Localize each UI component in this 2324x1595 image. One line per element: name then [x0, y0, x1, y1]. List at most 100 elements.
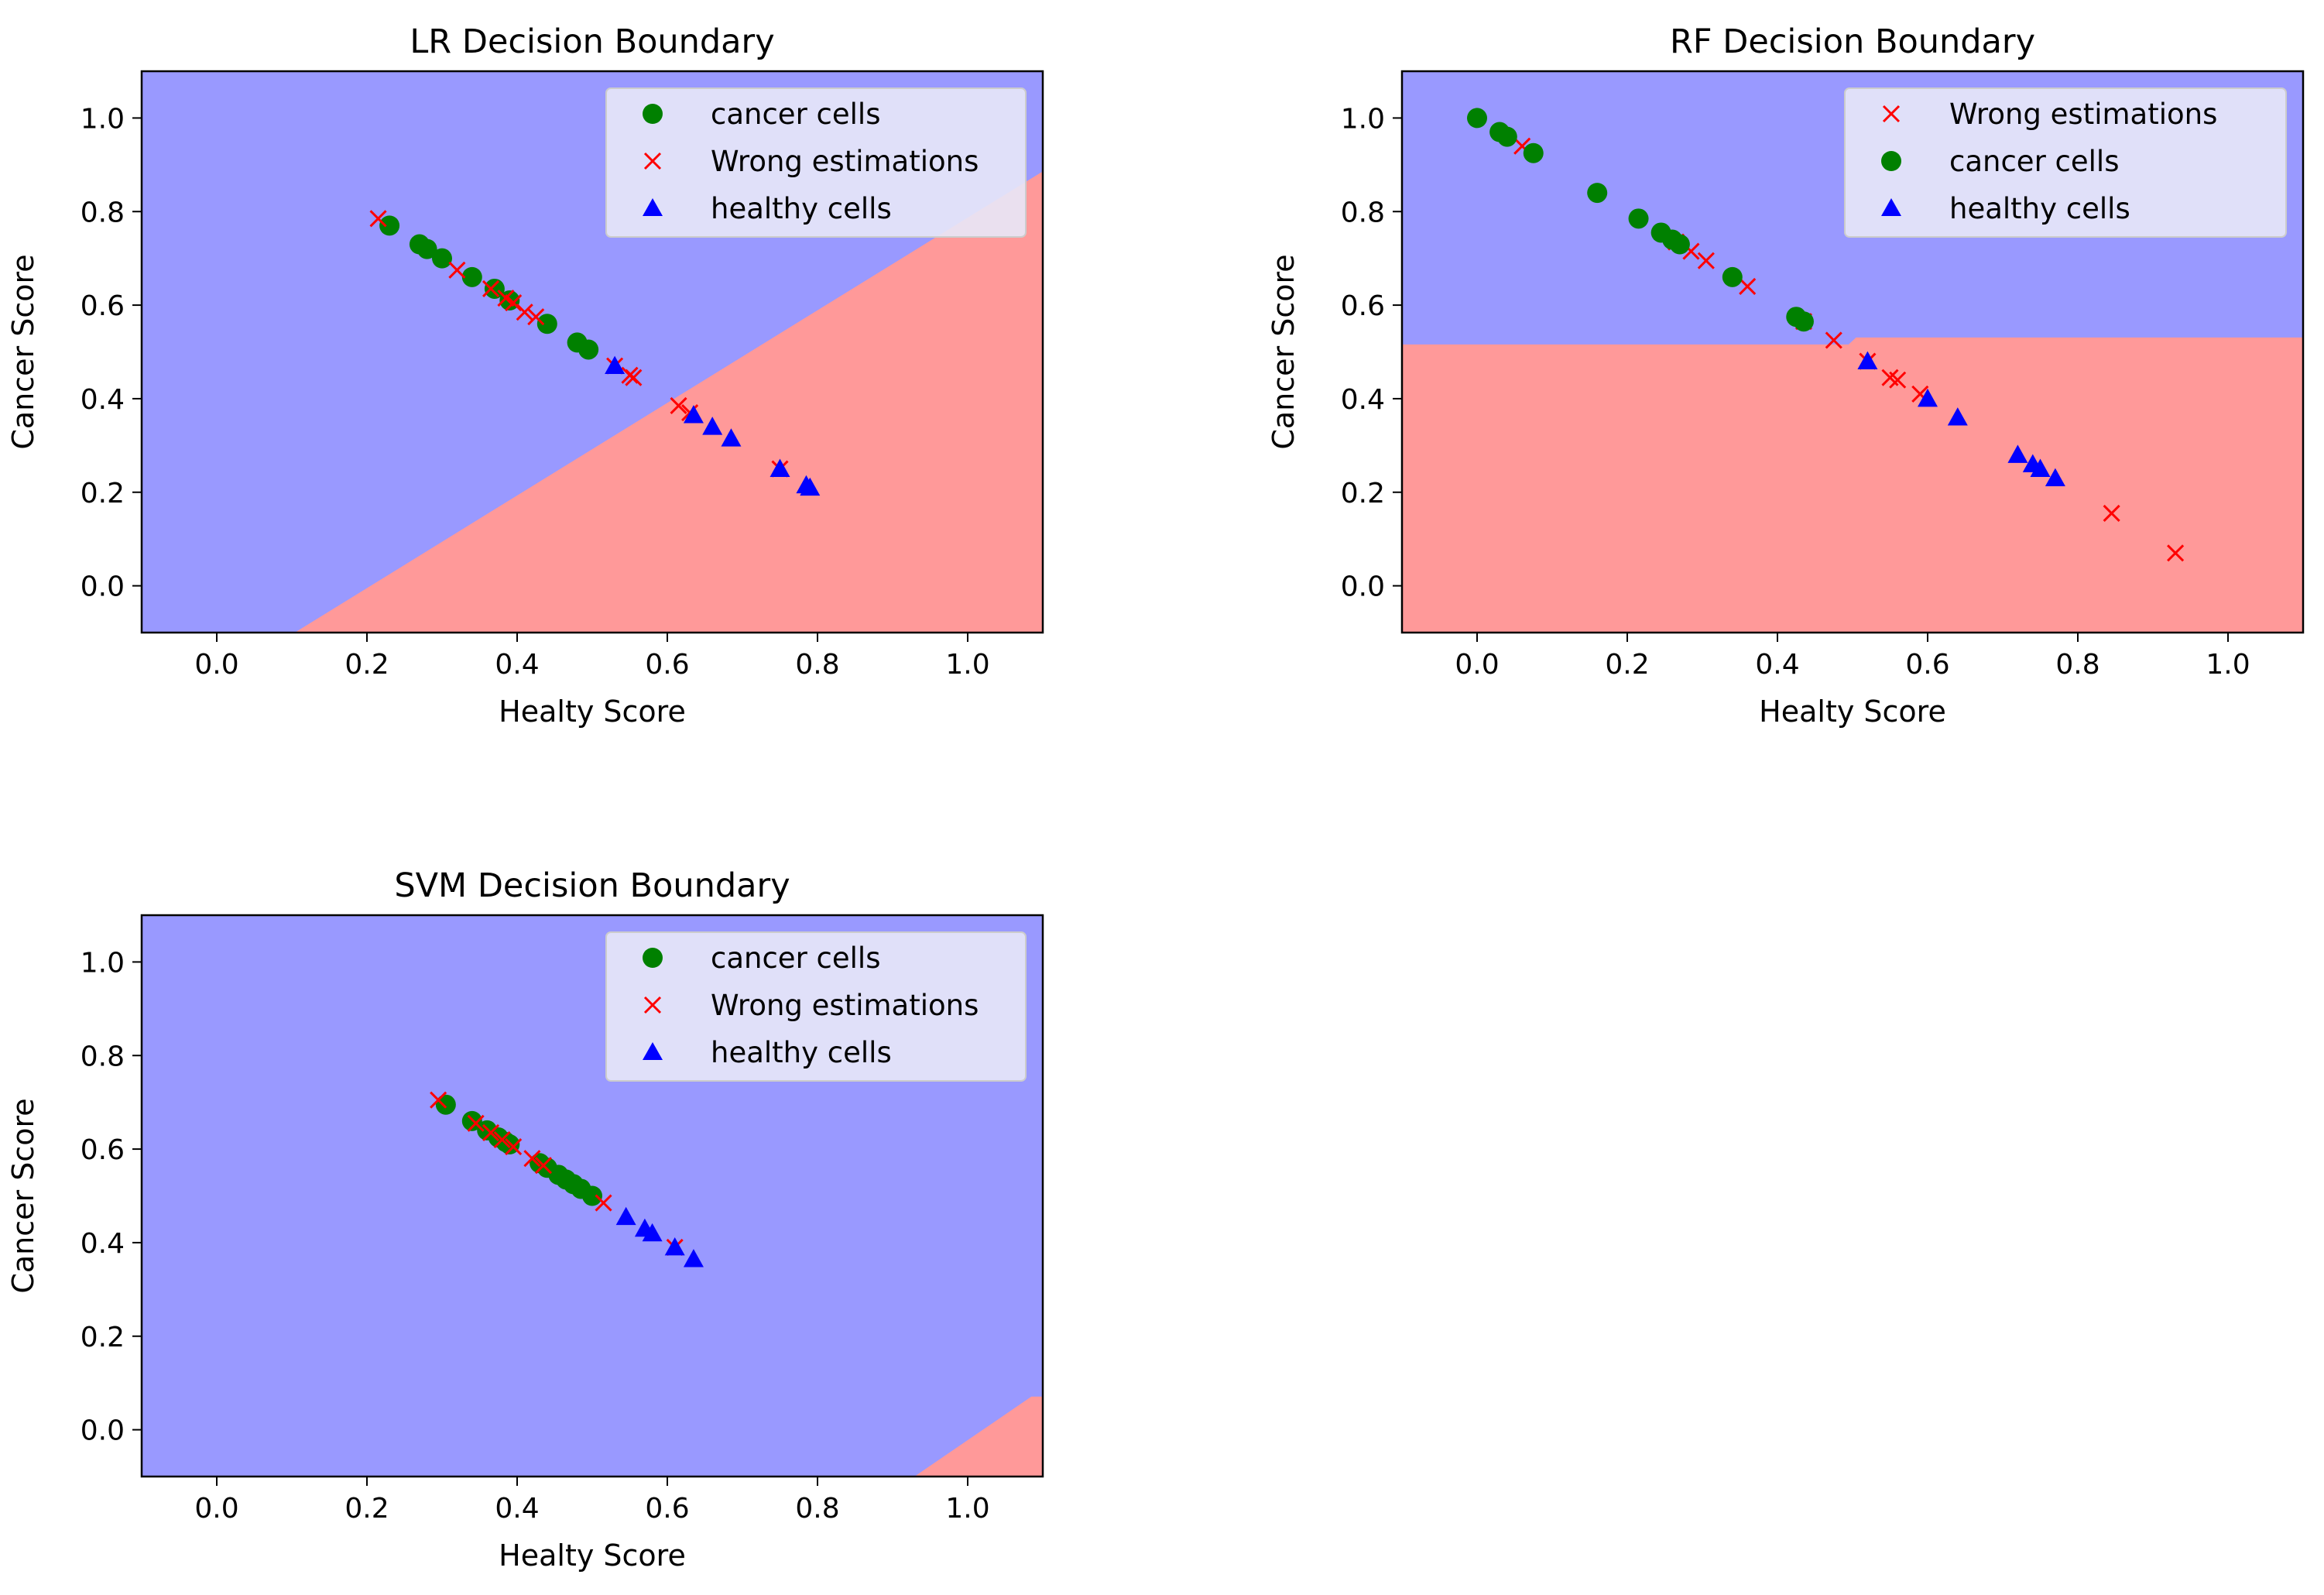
y-tick-label: 1.0: [81, 947, 125, 979]
y-axis-label: Cancer Score: [6, 1098, 40, 1293]
healthy-cell-point: [800, 477, 821, 496]
cancer-cell-point: [1793, 311, 1814, 332]
cancer-cell-point: [435, 1094, 456, 1115]
axes-frame: [1400, 70, 2305, 634]
y-tick-label: 0.2: [1341, 478, 1385, 509]
y-tick-label: 0.8: [81, 197, 125, 228]
cancer-cell-point: [1496, 126, 1517, 147]
wrong-estimation-point: [516, 304, 533, 321]
x-tick-label: 0.6: [1905, 649, 1949, 681]
legend-circle-marker: [1881, 151, 1901, 171]
y-tick-label: 0.0: [1341, 571, 1385, 603]
y-tick-label: 1.0: [81, 103, 125, 135]
y-tick-label: 0.0: [81, 1415, 125, 1447]
y-tick-label: 0.2: [81, 1322, 125, 1353]
x-tick-label: 0.0: [1455, 649, 1499, 681]
y-tick-label: 0.4: [81, 384, 125, 416]
wrong-estimation-point: [430, 1091, 447, 1109]
healthy-cell-point: [2007, 444, 2028, 463]
x-tick-label: 0.0: [194, 649, 238, 681]
x-axis-label: Healty Score: [499, 1538, 686, 1573]
wrong-estimation-point: [482, 1123, 500, 1142]
cancer-cell-point: [484, 278, 505, 299]
axes-frame: [140, 914, 1044, 1478]
healthy-cell-point: [642, 1223, 663, 1242]
cancer-cell-point: [416, 238, 437, 259]
chart-title: SVM Decision Boundary: [394, 866, 790, 905]
cancer-cell-point: [1587, 183, 1608, 204]
wrong-estimation-point: [448, 261, 466, 279]
x-tick-label: 0.2: [344, 649, 389, 681]
y-axis-label: Cancer Score: [6, 254, 40, 449]
wrong-estimation-point: [625, 369, 643, 386]
x-tick-label: 1.0: [2206, 649, 2250, 681]
legend-x-marker: [643, 152, 662, 170]
wrong-estimation-point: [527, 308, 545, 326]
wrong-estimation-point: [497, 289, 515, 307]
y-tick-label: 0.6: [81, 290, 125, 322]
cancer-cell-point: [379, 215, 400, 236]
wrong-estimation-point: [595, 1194, 612, 1212]
wrong-estimation-point: [505, 294, 523, 312]
wrong-estimation-point: [534, 1157, 553, 1175]
wrong-estimation-point: [467, 1114, 485, 1132]
legend-triangle-marker: [643, 1042, 663, 1060]
x-tick-label: 0.4: [495, 1493, 539, 1525]
y-tick-label: 0.6: [1341, 290, 1385, 322]
x-tick-label: 0.0: [194, 1493, 238, 1525]
healthy-cell-point: [1857, 351, 1878, 369]
cancer-cell-point: [582, 1185, 602, 1206]
wrong-estimation-point: [493, 1130, 511, 1149]
wrong-estimation-point: [2167, 544, 2185, 562]
y-tick-label: 0.4: [1341, 384, 1385, 416]
wrong-estimation-point: [670, 396, 687, 415]
legend-x-marker: [1882, 105, 1901, 123]
healthy-cell-point: [721, 428, 742, 447]
legend-label: Wrong estimations: [711, 145, 979, 178]
decision-region-red: [914, 1396, 1043, 1477]
cancer-cell-point: [461, 266, 482, 287]
healthy-cell-point: [702, 417, 723, 435]
x-tick-label: 0.6: [645, 649, 689, 681]
cancer-cell-point: [578, 339, 599, 360]
y-tick-label: 0.0: [81, 571, 125, 603]
x-axis-label: Healty Score: [1759, 695, 1946, 729]
chart-panel-0: 0.0 0.2 0.4 0.6 0.8 1.0 0.0 0.2 0.4 0.6 0.8 1.0 LR D…: [6, 22, 1044, 729]
wrong-estimation-point: [482, 280, 500, 297]
legend-circle-marker: [643, 948, 663, 968]
wrong-estimation-point: [1697, 252, 1715, 269]
wrong-estimation-point: [505, 1137, 523, 1156]
cancer-cell-point: [1523, 142, 1544, 163]
legend-label: Wrong estimations: [711, 989, 979, 1022]
wrong-estimation-point: [1739, 277, 1757, 295]
healthy-cell-point: [683, 1249, 704, 1267]
decision-region-red: [1402, 337, 2303, 633]
cancer-cell-point: [1669, 234, 1690, 255]
legend-label: healthy cells: [1949, 192, 2130, 225]
legend-label: Wrong estimations: [1949, 98, 2217, 131]
legend: Wrong estimations cancer cells healthy cel…: [1844, 87, 2287, 238]
x-tick-label: 0.2: [344, 1493, 389, 1525]
healthy-cell-point: [664, 1237, 685, 1256]
legend-circle-marker: [643, 104, 663, 124]
x-axis-label: Healty Score: [499, 695, 686, 729]
y-tick-label: 0.4: [81, 1228, 125, 1260]
chart-title: RF Decision Boundary: [1670, 22, 2035, 61]
healthy-cell-point: [1918, 388, 1938, 407]
cancer-cell-point: [1722, 266, 1743, 287]
y-tick-label: 0.2: [81, 478, 125, 509]
y-axis-label: Cancer Score: [1267, 254, 1301, 449]
chart-panel-1: 0.0 0.2 0.4 0.6 0.8 1.0 0.0 0.2 0.4 0.6 0.8 1.0 RF D…: [1267, 22, 2305, 729]
legend-label: cancer cells: [1949, 145, 2120, 178]
chart-panel-2: 0.0 0.2 0.4 0.6 0.8 1.0 0.0 0.2 0.4 0.6 0.8 1.0 SVM …: [6, 866, 1044, 1573]
x-tick-label: 0.8: [795, 1493, 839, 1525]
legend-triangle-marker: [643, 198, 663, 216]
cancer-cell-point: [1467, 108, 1487, 129]
healthy-cell-point: [683, 405, 704, 424]
axes-frame: [140, 70, 1044, 634]
x-tick-label: 0.4: [1755, 649, 1799, 681]
x-tick-label: 1.0: [945, 1493, 989, 1525]
legend-label: cancer cells: [711, 942, 881, 975]
legend-triangle-marker: [1881, 198, 1901, 216]
